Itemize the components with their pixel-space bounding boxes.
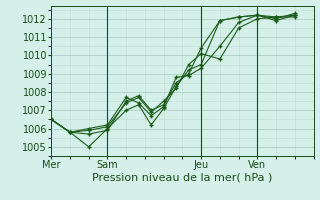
X-axis label: Pression niveau de la mer( hPa ): Pression niveau de la mer( hPa ) [92,173,273,183]
